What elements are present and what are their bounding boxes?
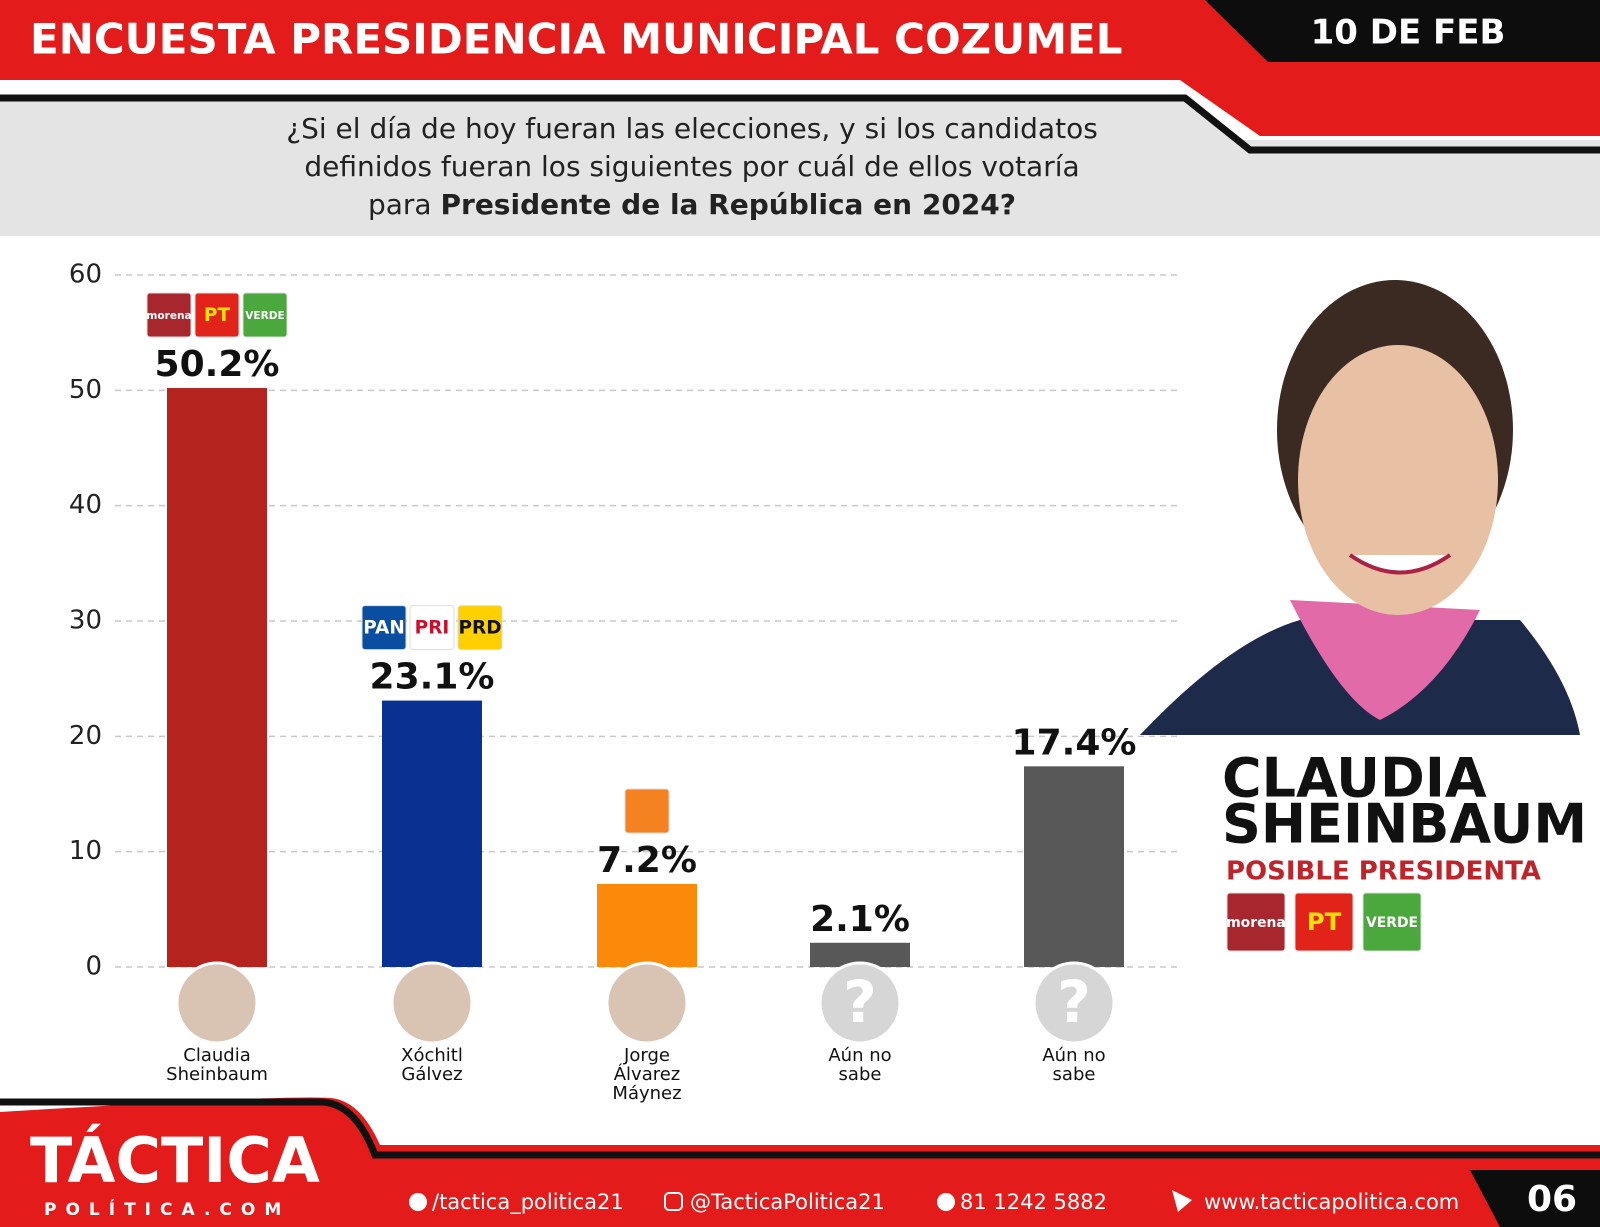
party-label: VERDE [245,310,284,322]
party-logo [457,605,503,651]
value-label: 7.2% [597,840,697,881]
party-logo [361,605,407,651]
bar [597,883,697,967]
y-tick-label: 0 [85,952,102,982]
avatar [1032,961,1116,1045]
y-tick-label: 60 [69,260,102,290]
question-line: ¿Si el día de hoy fueran las elecciones,… [286,112,1098,145]
party-logo [1362,892,1422,952]
footer-rule [0,1098,1600,1159]
y-tick-label: 20 [69,721,102,751]
question-band [0,96,1600,236]
value-label: 23.1% [370,657,495,698]
brand-sub: POLÍTICA.COM [44,1198,290,1220]
highlight-subtitle: POSIBLE PRESIDENTA [1226,857,1541,887]
x-tick-label: Aún no sabe [828,1045,892,1085]
header-tail [1180,80,1600,136]
date: 10 DE FEB [1311,13,1506,53]
bar [382,700,482,967]
value-label: 17.4% [1012,722,1137,763]
party-logo [1226,892,1286,952]
party-logo [409,605,455,651]
instagram: @TacticaPolitica21 [690,1190,885,1214]
avatar [175,961,259,1045]
question-line: para [368,188,441,221]
phone: 81 1242 5882 [960,1190,1107,1214]
question-emphasis: Presidente de la República en 2024? [440,188,1016,221]
party-label: PT [204,305,231,326]
phone-icon [937,1193,955,1211]
party-logo [624,788,670,834]
x-tick-label: Aún no sabe [1042,1045,1106,1085]
instagram-icon [664,1192,683,1211]
date-box [1205,0,1600,62]
party-label: PRD [458,618,501,639]
page-box [1470,1170,1600,1227]
y-tick-label: 50 [69,375,102,405]
party-label: morena [1226,915,1286,931]
avatar [818,961,902,1045]
y-tick-label: 40 [69,490,102,520]
party-logo [1294,892,1354,952]
party-label: morena [146,310,191,322]
title: ENCUESTA PRESIDENCIA MUNICIPAL COZUMEL [30,15,1122,64]
highlight-name: CLAUDIA [1222,747,1487,810]
x-tick-label: Claudia Sheinbaum [166,1045,268,1085]
portrait-smile [1348,553,1452,575]
party-label: PRI [415,618,450,639]
avatar [390,961,474,1045]
facebook-icon [409,1193,427,1211]
page-number: 06 [1527,1179,1577,1220]
bar [1024,766,1124,967]
footer-band [0,1097,1600,1227]
portrait-face [1298,345,1498,615]
x-tick-label: Jorge Álvarez Máynez [612,1045,682,1104]
web-icon [1172,1190,1192,1212]
party-label: PAN [363,618,405,639]
brand: TÁCTICA [30,1124,320,1197]
bar [167,388,267,967]
portrait [1140,280,1580,735]
party-logo [194,292,240,338]
party-label: VERDE [1366,915,1418,931]
header-rule [0,94,1600,154]
avatar-symbol: ? [843,968,877,1036]
party-logo [242,292,288,338]
facebook: /tactica_politica21 [432,1190,624,1215]
y-tick-label: 30 [69,606,102,636]
value-label: 2.1% [810,899,910,940]
website: www.tacticapolitica.com [1204,1190,1459,1214]
question-line: para Presidente de la República en 2024? [368,188,1016,221]
y-tick-label: 10 [69,836,102,866]
avatar [605,961,689,1045]
highlight-name: SHEINBAUM [1222,793,1587,856]
value-label: 50.2% [155,344,280,385]
avatar-symbol: ? [1057,968,1091,1036]
portrait-scarf [1290,600,1480,720]
party-label: PT [1307,907,1342,936]
party-logo [146,292,192,338]
x-tick-label: Xóchitl Gálvez [401,1045,463,1085]
question-line: definidos fueran los siguientes por cuál… [304,150,1079,183]
